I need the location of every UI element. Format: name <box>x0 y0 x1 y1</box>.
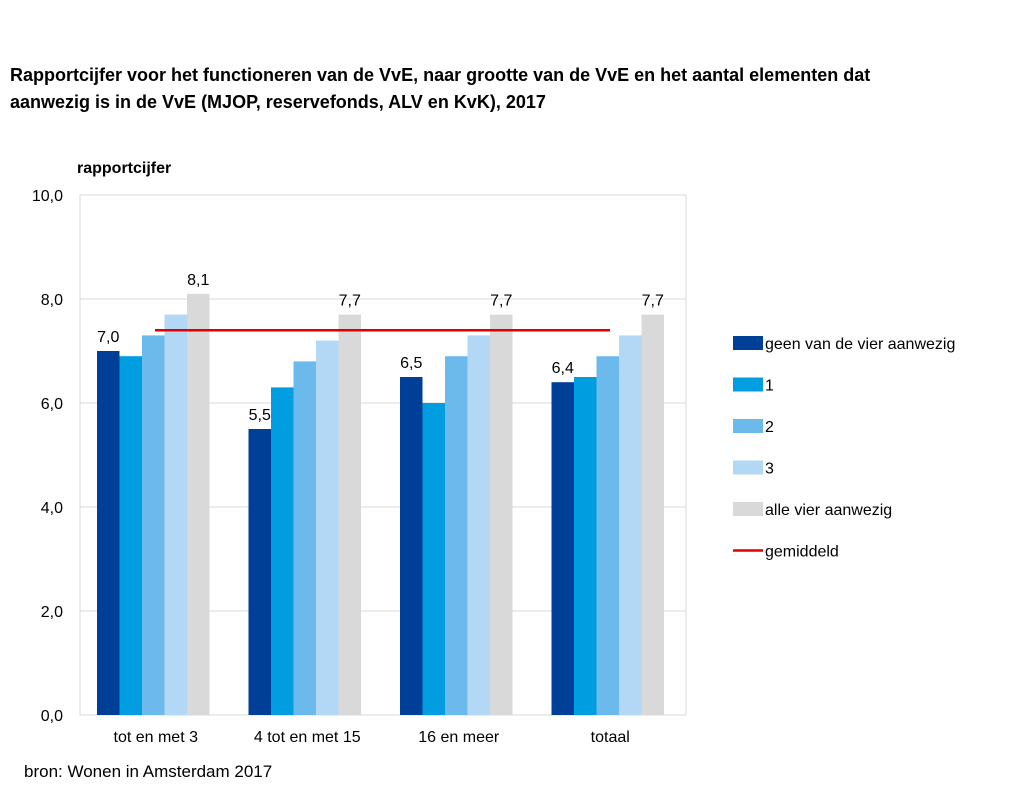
legend-label: 1 <box>765 378 774 395</box>
data-label: 5,5 <box>249 407 271 424</box>
x-tick-label: tot en met 3 <box>114 729 199 746</box>
legend-label: geen van de vier aanwezig <box>765 336 955 353</box>
legend: geen van de vier aanwezig 1 2 3 alle vier aa… <box>733 336 955 561</box>
y-tick-label: 2,0 <box>41 604 63 621</box>
label-layer: 7,0 8,1 5,5 7,7 6,5 7,7 6,4 7,7 <box>97 272 664 424</box>
y-tick-label: 8,0 <box>41 292 63 309</box>
chart-title-line-2: aanwezig is in de VvE (MJOP, reservefond… <box>10 92 546 112</box>
bar <box>641 314 664 715</box>
bar <box>248 429 271 715</box>
chart-title: Rapportcijfer voor het functioneren van … <box>10 62 1000 116</box>
data-label: 7,7 <box>490 293 512 310</box>
data-label: 7,7 <box>642 293 664 310</box>
y-tick-label: 6,0 <box>41 396 63 413</box>
legend-swatch <box>733 502 763 516</box>
chart-title-line-1: Rapportcijfer voor het functioneren van … <box>10 65 871 85</box>
bar <box>293 361 316 715</box>
legend-swatch <box>733 377 763 392</box>
bar <box>619 335 642 715</box>
bar <box>338 314 361 715</box>
data-label: 7,0 <box>97 329 119 346</box>
legend-label: 3 <box>765 461 774 478</box>
bar <box>467 335 490 715</box>
bar <box>164 314 187 715</box>
data-label: 7,7 <box>339 293 361 310</box>
y-axis-title: rapportcijfer <box>77 160 171 177</box>
bar <box>271 387 294 715</box>
legend-swatch <box>733 419 763 433</box>
y-tick-label: 10,0 <box>32 188 63 205</box>
y-tick-label: 4,0 <box>41 500 63 517</box>
legend-swatch <box>733 460 763 475</box>
x-tick-label: 16 en meer <box>418 729 500 746</box>
bar <box>422 403 445 715</box>
legend-swatch <box>733 336 763 350</box>
axis-layer: 0,0 2,0 4,0 6,0 8,0 10,0 rapportcijfer tot en m… <box>32 160 630 746</box>
data-label: 6,4 <box>552 360 574 377</box>
data-label: 8,1 <box>187 272 209 289</box>
bar-layer <box>97 293 664 715</box>
legend-label: alle vier aanwezig <box>765 502 892 519</box>
x-tick-label: 4 tot en met 15 <box>254 729 361 746</box>
bar <box>574 377 597 715</box>
bar <box>400 377 423 715</box>
bar <box>551 382 574 715</box>
legend-label: 2 <box>765 419 774 436</box>
bar <box>119 356 142 715</box>
bar <box>187 293 210 715</box>
bar <box>142 335 165 715</box>
legend-label: gemiddeld <box>765 544 839 561</box>
bar <box>316 340 339 715</box>
data-label: 6,5 <box>400 355 422 372</box>
bar <box>596 356 619 715</box>
x-tick-label: totaal <box>591 729 630 746</box>
bar <box>445 356 468 715</box>
bar <box>490 314 513 715</box>
y-tick-label: 0,0 <box>41 708 63 725</box>
source-note: bron: Wonen in Amsterdam 2017 <box>24 762 273 781</box>
bar <box>97 351 120 715</box>
